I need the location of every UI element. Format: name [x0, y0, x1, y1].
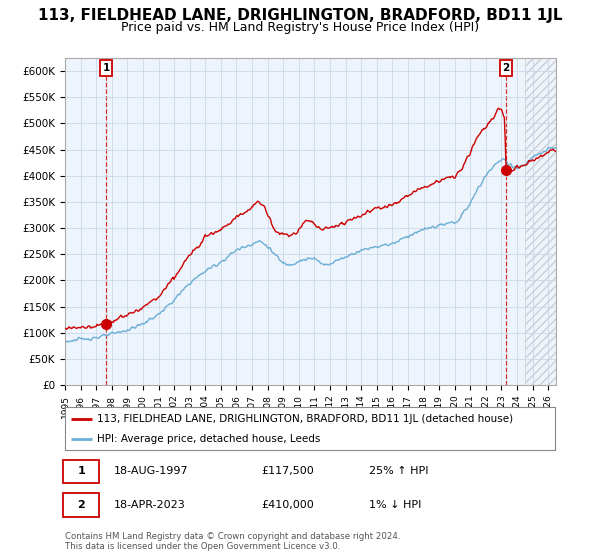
Text: 2: 2 [502, 63, 510, 73]
Text: HPI: Average price, detached house, Leeds: HPI: Average price, detached house, Leed… [97, 434, 320, 444]
Text: £410,000: £410,000 [261, 500, 314, 510]
Text: 2: 2 [77, 500, 85, 510]
Text: 1: 1 [77, 466, 85, 476]
FancyBboxPatch shape [62, 460, 100, 483]
FancyBboxPatch shape [62, 493, 100, 517]
Text: 113, FIELDHEAD LANE, DRIGHLINGTON, BRADFORD, BD11 1JL (detached house): 113, FIELDHEAD LANE, DRIGHLINGTON, BRADF… [97, 414, 513, 423]
Text: 1: 1 [103, 63, 110, 73]
Text: Price paid vs. HM Land Registry's House Price Index (HPI): Price paid vs. HM Land Registry's House … [121, 21, 479, 34]
Text: 18-APR-2023: 18-APR-2023 [114, 500, 186, 510]
Text: 113, FIELDHEAD LANE, DRIGHLINGTON, BRADFORD, BD11 1JL: 113, FIELDHEAD LANE, DRIGHLINGTON, BRADF… [38, 8, 562, 24]
Text: Contains HM Land Registry data © Crown copyright and database right 2024.
This d: Contains HM Land Registry data © Crown c… [65, 532, 401, 552]
Text: 25% ↑ HPI: 25% ↑ HPI [369, 466, 428, 476]
Text: 1% ↓ HPI: 1% ↓ HPI [369, 500, 421, 510]
Text: 18-AUG-1997: 18-AUG-1997 [114, 466, 188, 476]
Text: £117,500: £117,500 [261, 466, 314, 476]
